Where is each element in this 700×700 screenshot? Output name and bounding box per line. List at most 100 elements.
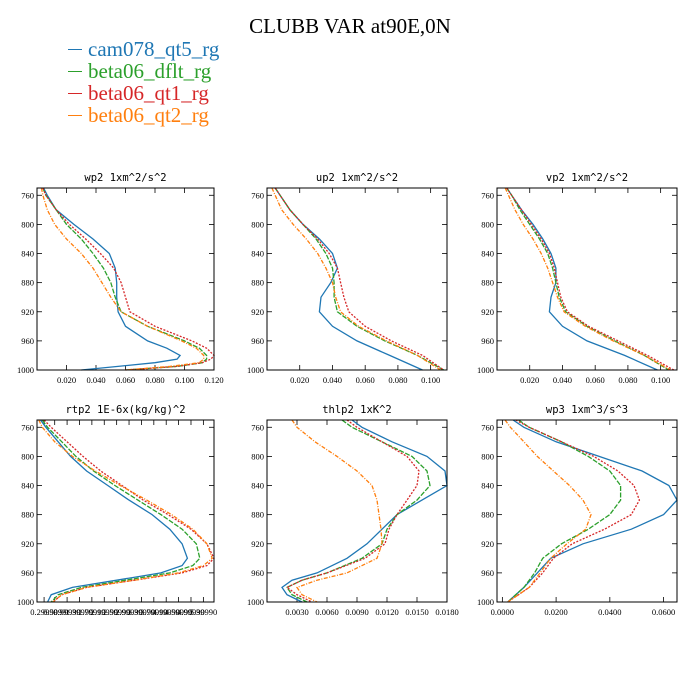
series-line bbox=[285, 419, 420, 603]
legend-swatch bbox=[68, 48, 82, 50]
y-tick-label: 840 bbox=[251, 249, 264, 259]
y-tick-label: 760 bbox=[481, 190, 494, 200]
y-tick-label: 880 bbox=[481, 278, 494, 288]
legend: cam078_qt5_rg beta06_dflt_rg beta06_qt1_… bbox=[68, 38, 219, 126]
y-tick-label: 760 bbox=[251, 422, 264, 432]
x-tick-label: 0.0200 bbox=[544, 607, 567, 617]
series-line bbox=[38, 419, 213, 603]
y-tick-label: 760 bbox=[21, 190, 34, 200]
y-tick-label: 840 bbox=[251, 481, 264, 491]
x-tick-label: 5.39990 bbox=[190, 607, 218, 617]
panel-title: wp2 1xm^2/s^2 bbox=[84, 172, 166, 184]
x-tick-label: 2.19990 bbox=[90, 607, 118, 617]
panel: thlp2 1xK^2 760 800 840 880 920 960 1000 0.0030 0… bbox=[247, 404, 459, 617]
x-tick-label: 2.59990 bbox=[103, 607, 131, 617]
series-line bbox=[42, 187, 215, 371]
x-tick-label: 0.080 bbox=[388, 375, 407, 385]
series-line bbox=[274, 187, 445, 371]
plot-frame bbox=[36, 419, 215, 603]
y-tick-label: 1000 bbox=[17, 597, 34, 607]
x-tick-label: 0.0000 bbox=[491, 607, 514, 617]
series-line bbox=[507, 419, 641, 603]
legend-swatch bbox=[68, 70, 82, 72]
series-line bbox=[507, 419, 678, 603]
panel-title: thlp2 1xK^2 bbox=[322, 404, 392, 416]
x-tick-label: 0.060 bbox=[586, 375, 605, 385]
panel: up2 1xm^2/s^2 760 800 840 880 920 960 1000 0.020… bbox=[247, 172, 448, 385]
x-tick-label: 4.99990 bbox=[177, 607, 205, 617]
legend-item: beta06_qt1_rg bbox=[68, 82, 219, 104]
y-tick-label: 960 bbox=[21, 336, 34, 346]
legend-item: beta06_qt2_rg bbox=[68, 104, 219, 126]
y-tick-label: 840 bbox=[481, 249, 494, 259]
y-tick-label: 800 bbox=[251, 219, 264, 229]
series-line bbox=[274, 187, 423, 371]
series-line bbox=[291, 419, 383, 603]
x-tick-label: 4.19990 bbox=[152, 607, 180, 617]
x-tick-label: 3.39990 bbox=[128, 607, 156, 617]
plot-frame bbox=[266, 187, 448, 371]
x-tick-label: 0.080 bbox=[618, 375, 637, 385]
x-tick-label: 0.100 bbox=[175, 375, 194, 385]
x-tick-label: 0.29990 bbox=[30, 607, 58, 617]
x-tick-label: 1.39990 bbox=[66, 607, 94, 617]
y-tick-label: 920 bbox=[481, 539, 494, 549]
series-line bbox=[43, 419, 215, 603]
series-line bbox=[286, 419, 431, 603]
x-tick-label: 0.0060 bbox=[315, 607, 338, 617]
x-tick-label: 2.99990 bbox=[115, 607, 143, 617]
x-tick-label: 4.59990 bbox=[165, 607, 193, 617]
panel: wp2 1xm^2/s^2 760 800 840 880 920 960 1000 0.020… bbox=[17, 172, 224, 385]
series-line bbox=[271, 187, 441, 371]
x-tick-label: 0.060 bbox=[116, 375, 135, 385]
y-tick-label: 840 bbox=[21, 481, 34, 491]
x-tick-label: 0.020 bbox=[57, 375, 76, 385]
plot-frame bbox=[496, 419, 678, 603]
legend-label: beta06_qt1_rg bbox=[88, 81, 209, 105]
panel: rtp2 1E-6x(kg/kg)^2 760 800 840 880 920 960 100… bbox=[17, 404, 217, 617]
series-line bbox=[506, 187, 670, 371]
series-line bbox=[506, 187, 658, 371]
legend-item: cam078_qt5_rg bbox=[68, 38, 219, 60]
panel-title: wp3 1xm^3/s^3 bbox=[546, 404, 628, 416]
y-tick-label: 1000 bbox=[17, 365, 34, 375]
x-tick-label: 1.79990 bbox=[78, 607, 106, 617]
x-tick-label: 0.120 bbox=[204, 375, 223, 385]
y-tick-label: 800 bbox=[21, 451, 34, 461]
y-tick-label: 920 bbox=[481, 307, 494, 317]
series-line bbox=[43, 187, 182, 371]
y-tick-label: 760 bbox=[481, 422, 494, 432]
x-tick-label: 0.040 bbox=[86, 375, 105, 385]
series-line bbox=[504, 419, 592, 603]
x-tick-label: 0.040 bbox=[323, 375, 342, 385]
y-tick-label: 920 bbox=[251, 307, 264, 317]
series-line bbox=[281, 419, 448, 603]
y-tick-label: 880 bbox=[251, 510, 264, 520]
series-line bbox=[507, 419, 622, 603]
y-tick-label: 920 bbox=[21, 307, 34, 317]
legend-swatch bbox=[68, 114, 82, 116]
x-tick-label: 3.79990 bbox=[140, 607, 168, 617]
y-tick-label: 960 bbox=[481, 568, 494, 578]
y-tick-label: 880 bbox=[21, 278, 34, 288]
y-tick-label: 800 bbox=[481, 219, 494, 229]
panel: vp2 1xm^2/s^2 760 800 840 880 920 960 1000 0.020… bbox=[477, 172, 678, 385]
y-tick-label: 1000 bbox=[477, 365, 494, 375]
panel-title: up2 1xm^2/s^2 bbox=[316, 172, 398, 184]
legend-label: cam078_qt5_rg bbox=[88, 37, 220, 61]
x-tick-label: 0.0150 bbox=[405, 607, 428, 617]
x-tick-label: 0.99990 bbox=[53, 607, 81, 617]
x-tick-label: 0.020 bbox=[290, 375, 309, 385]
chart-title: CLUBB VAR at90E,0N bbox=[249, 14, 451, 38]
y-tick-label: 960 bbox=[481, 336, 494, 346]
x-tick-label: 0.0400 bbox=[598, 607, 621, 617]
x-tick-label: 0.020 bbox=[520, 375, 539, 385]
y-tick-label: 880 bbox=[481, 510, 494, 520]
legend-label: beta06_qt2_rg bbox=[88, 103, 209, 127]
panel: wp3 1xm^3/s^3 760 800 840 880 920 960 10000.000… bbox=[477, 404, 678, 617]
x-tick-label: 0.0090 bbox=[345, 607, 368, 617]
x-tick-label: 0.0120 bbox=[375, 607, 398, 617]
x-tick-label: 0.060 bbox=[356, 375, 375, 385]
y-tick-label: 1000 bbox=[247, 597, 264, 607]
